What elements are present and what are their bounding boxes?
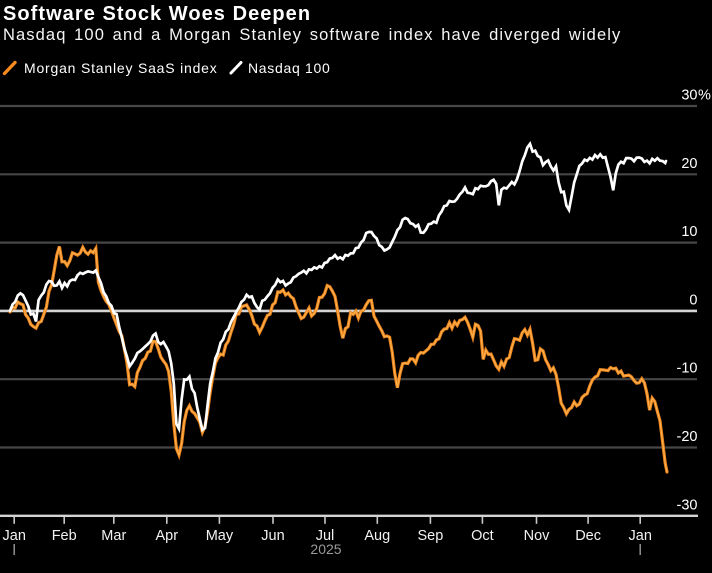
svg-text:Jan: Jan xyxy=(3,528,26,544)
svg-text:-10: -10 xyxy=(677,361,698,377)
svg-text:Jul: Jul xyxy=(316,528,335,544)
svg-text:-30: -30 xyxy=(677,497,698,513)
svg-text:Mar: Mar xyxy=(101,528,126,544)
svg-text:20: 20 xyxy=(681,156,697,172)
svg-text:10: 10 xyxy=(681,224,697,240)
svg-text:Jan: Jan xyxy=(629,528,652,544)
svg-text:Apr: Apr xyxy=(156,528,179,544)
svg-text:May: May xyxy=(206,528,234,544)
svg-text:Oct: Oct xyxy=(471,528,494,544)
svg-text:-20: -20 xyxy=(677,429,698,445)
svg-text:%: % xyxy=(698,88,711,104)
svg-text:0: 0 xyxy=(689,292,697,308)
svg-text:Nov: Nov xyxy=(524,528,551,544)
svg-text:Jun: Jun xyxy=(261,528,284,544)
svg-text:Feb: Feb xyxy=(52,528,77,544)
svg-text:Aug: Aug xyxy=(364,528,390,544)
svg-text:2025: 2025 xyxy=(310,541,341,557)
svg-text:Sep: Sep xyxy=(417,528,443,544)
svg-text:Dec: Dec xyxy=(575,528,601,544)
svg-text:30: 30 xyxy=(681,88,697,104)
